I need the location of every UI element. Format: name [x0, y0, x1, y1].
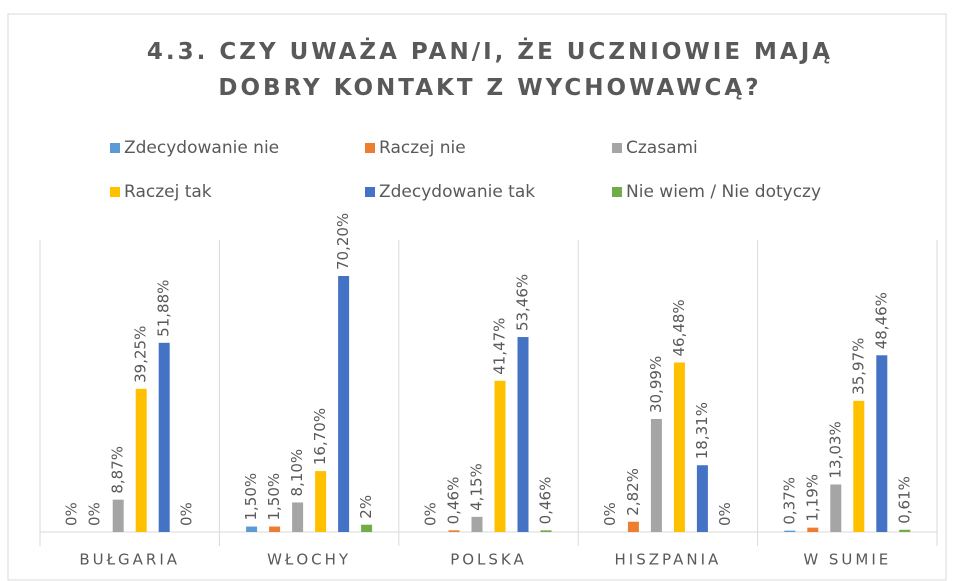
- bar: [807, 527, 819, 532]
- data-label: 30,99%: [647, 356, 665, 413]
- data-label: 0%: [63, 502, 81, 526]
- data-label: 0,46%: [537, 477, 555, 525]
- data-label: 70,20%: [334, 213, 352, 270]
- data-label: 1,50%: [265, 473, 283, 521]
- legend-label: Zdecydowanie nie: [124, 138, 279, 158]
- legend-label: Raczej nie: [379, 138, 466, 158]
- data-label: 46,48%: [670, 299, 688, 356]
- data-label: 0%: [86, 502, 104, 526]
- data-label: 0%: [178, 502, 196, 526]
- data-label: 41,47%: [491, 318, 509, 375]
- data-label: 8,10%: [288, 449, 306, 497]
- legend-swatch: [110, 187, 120, 197]
- legend-swatch: [365, 187, 375, 197]
- bar: [784, 530, 796, 532]
- data-label: 0,46%: [445, 477, 463, 525]
- x-tick-label: BUŁGARIA: [79, 551, 180, 569]
- x-tick-label: WŁOCHY: [267, 551, 351, 569]
- bar: [899, 529, 911, 532]
- data-label: 4,15%: [468, 463, 486, 511]
- data-label: 0%: [422, 502, 440, 526]
- data-label: 2%: [357, 495, 375, 519]
- legend-label: Zdecydowanie tak: [379, 182, 535, 202]
- bar: [292, 502, 304, 532]
- bar: [627, 521, 639, 532]
- legend-label: Czasami: [626, 138, 698, 158]
- x-tick-label: POLSKA: [450, 551, 527, 569]
- data-label: 13,03%: [826, 421, 844, 478]
- bar: [135, 388, 147, 532]
- bar: [448, 530, 460, 532]
- data-label: 1,19%: [803, 474, 821, 522]
- x-tick-label: HISZPANIA: [615, 551, 722, 569]
- bar: [361, 524, 373, 532]
- data-label: 1,50%: [242, 473, 260, 521]
- bar: [471, 516, 483, 532]
- data-label: 48,46%: [872, 292, 890, 349]
- data-label: 0%: [716, 502, 734, 526]
- bar: [246, 526, 258, 532]
- data-label: 53,46%: [514, 274, 532, 331]
- bar: [269, 526, 281, 532]
- legend-label: Nie wiem / Nie dotyczy: [626, 182, 821, 202]
- bar: [696, 465, 708, 532]
- data-label: 2,82%: [624, 468, 642, 516]
- bar: [517, 337, 529, 532]
- bar: [315, 471, 327, 532]
- bar: [650, 418, 662, 532]
- data-label: 35,97%: [849, 338, 867, 395]
- bar: [830, 484, 842, 532]
- data-label: 39,25%: [132, 326, 150, 383]
- legend-swatch: [612, 187, 622, 197]
- bar: [853, 400, 865, 532]
- bar: [494, 380, 506, 532]
- x-tick-label: W SUMIE: [803, 551, 891, 569]
- bar: [338, 276, 350, 532]
- chart-title: 4.3. CZY UWAŻA PAN/I, ŻE UCZNIOWIE MAJĄ …: [146, 39, 834, 101]
- data-label: 18,31%: [693, 402, 711, 459]
- legend-swatch: [612, 143, 622, 153]
- bar: [158, 342, 170, 532]
- legend-swatch: [110, 143, 120, 153]
- bar: [112, 499, 124, 532]
- data-label: 0,37%: [780, 477, 798, 525]
- bar: [540, 530, 552, 532]
- legend-swatch: [365, 143, 375, 153]
- data-label: 8,87%: [109, 446, 127, 494]
- data-label: 51,88%: [155, 280, 173, 337]
- data-label: 0,61%: [895, 476, 913, 524]
- bar: [876, 355, 888, 532]
- data-label: 16,70%: [311, 408, 329, 465]
- legend-label: Raczej tak: [124, 182, 212, 202]
- data-label: 0%: [601, 502, 619, 526]
- bar: [673, 362, 685, 532]
